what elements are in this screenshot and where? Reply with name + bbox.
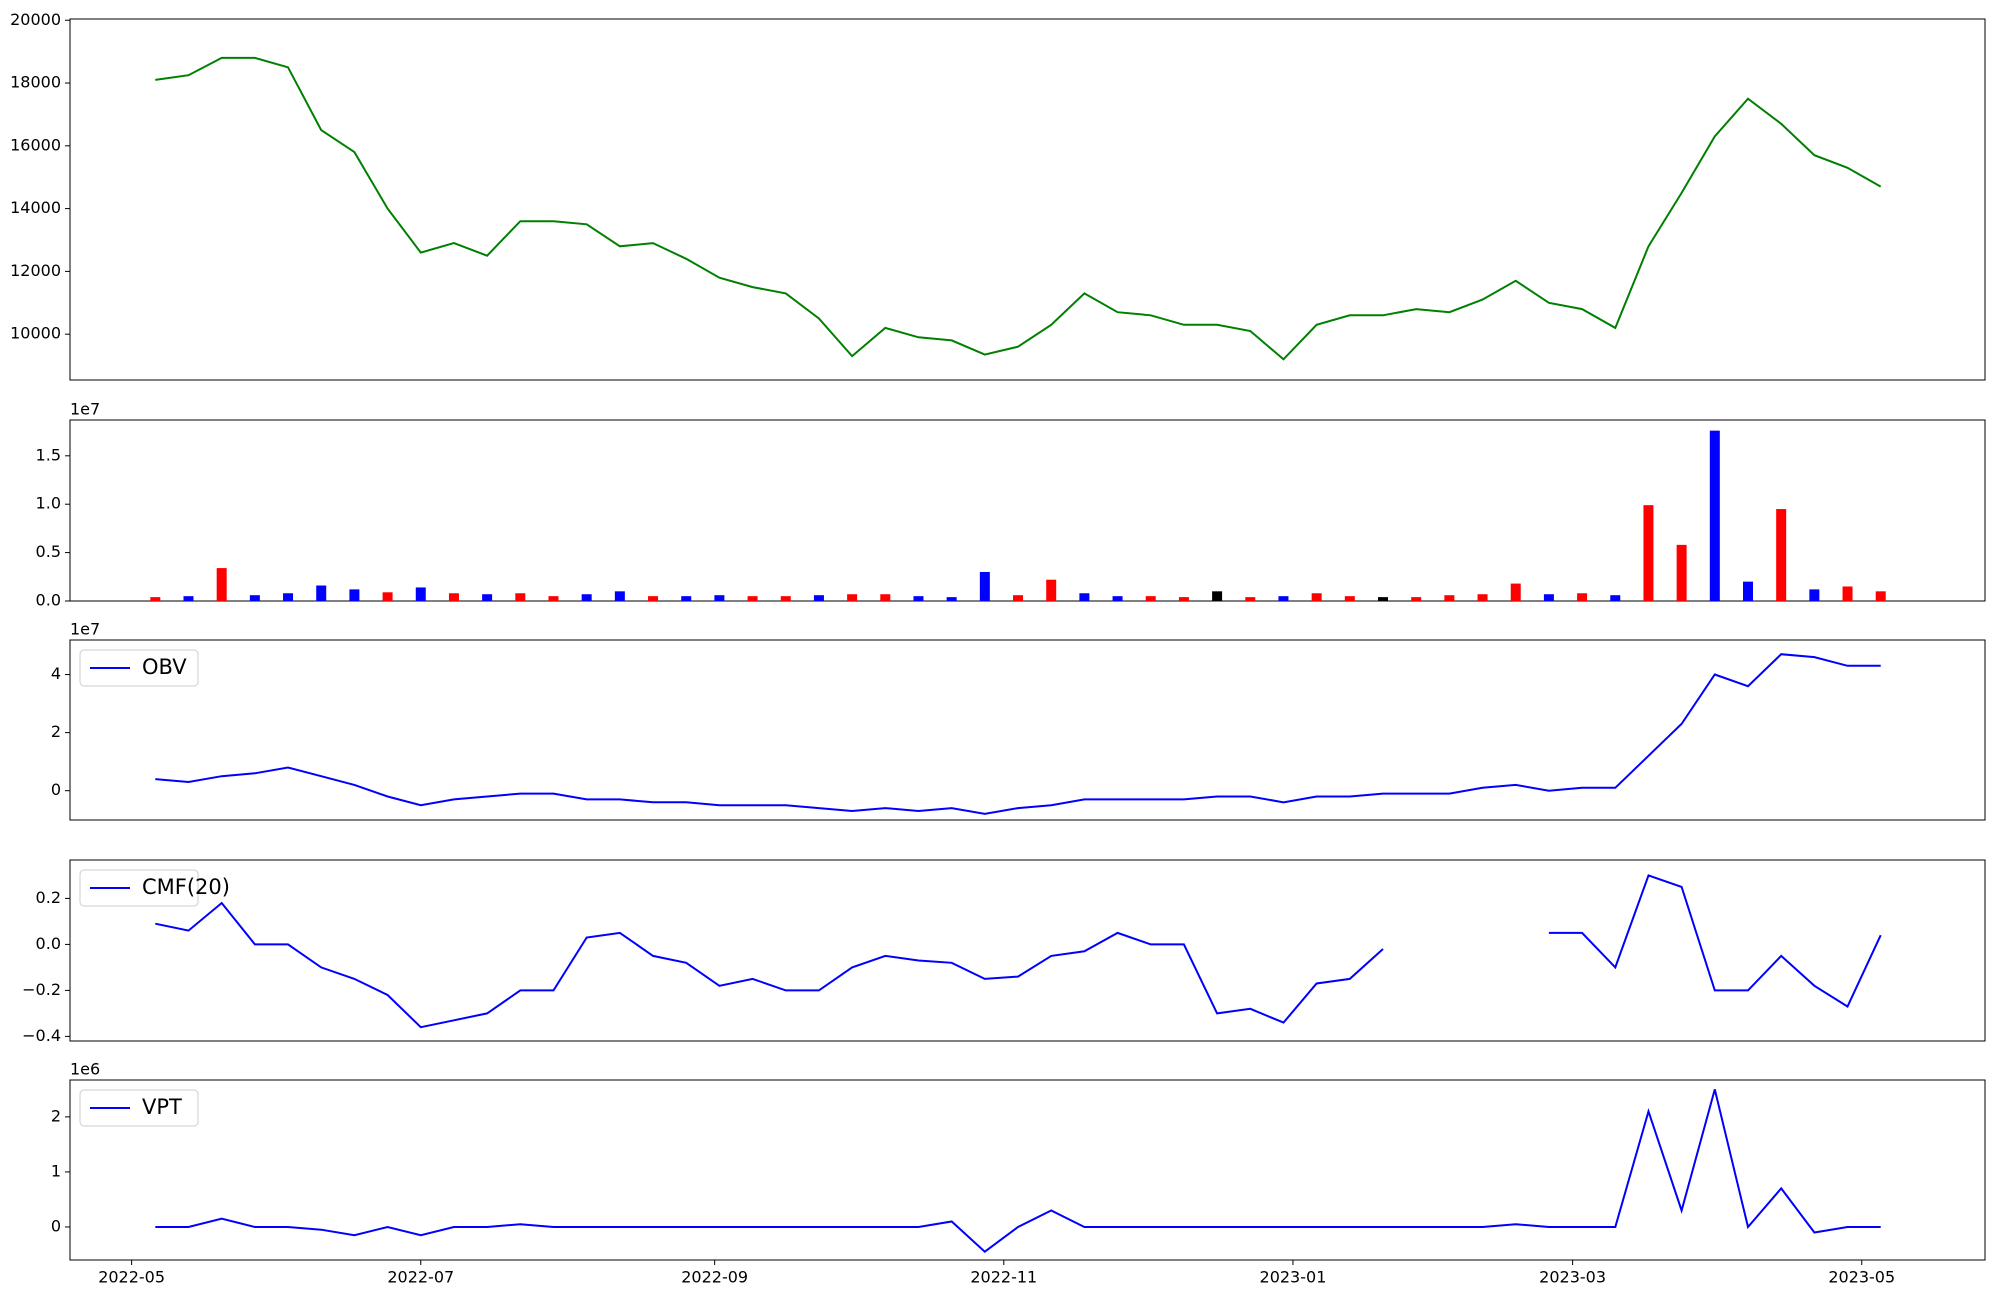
x-tick-label: 2022-07 [387,1268,454,1287]
volume-bar [183,596,194,601]
y-tick-label: 14000 [10,198,61,217]
legend-box [79,869,199,907]
volume-bar [648,596,659,601]
volume-bar [714,595,725,601]
volume-bar [150,597,161,601]
volume-bar [1543,594,1554,601]
volume-bar [1477,594,1488,601]
volume-bar [1245,597,1256,601]
x-tick-label: 2022-09 [681,1268,748,1287]
line-series [155,653,1881,815]
y-tick-label: 10000 [10,324,61,343]
plot-frame [69,18,1986,381]
x-tick-label: 2022-05 [98,1268,165,1287]
volume-bar [1610,595,1621,601]
line-series [155,1089,1881,1253]
x-tick-label: 2022-11 [970,1268,1037,1287]
volume-bar [249,595,260,601]
volume-bar [913,596,924,601]
y-tick-label: 0.2 [36,888,61,907]
y-tick-label: 0 [51,1216,61,1235]
volume-bar [1875,591,1886,601]
line-series [155,56,1882,361]
line-series [155,874,1882,1029]
axis-offset-label: 1e7 [70,620,100,639]
volume-bar [1742,581,1753,601]
volume-bar [448,593,459,601]
axis-offset-label: 1e6 [70,1060,100,1079]
y-tick-label: 1.0 [36,494,61,513]
volume-bar [216,568,227,601]
volume-bar [1776,509,1787,601]
volume-bar [880,594,891,601]
volume-bar [1411,597,1422,601]
plot-frame [69,859,1986,1042]
volume-bar [382,592,393,601]
y-tick-label: 0 [51,780,61,799]
volume-bar [681,596,692,601]
y-tick-label: 18000 [10,73,61,92]
volume-bar [316,585,327,601]
axis-offset-label: 1e7 [70,400,100,419]
volume-bar [1577,593,1588,601]
volume-bar [1809,589,1820,601]
volume-bar [614,591,625,601]
volume-bar [1643,505,1654,601]
x-tick-label: 2023-01 [1260,1268,1327,1287]
volume-bar [979,571,990,601]
volume-bar [1444,595,1455,601]
y-tick-label: 12000 [10,261,61,280]
volume-bar [482,594,493,601]
y-tick-label: 4 [51,664,61,683]
y-tick-label: 16000 [10,135,61,154]
volume-bar [1311,593,1322,601]
legend-box [79,1089,199,1127]
volume-bar [1212,591,1223,601]
volume-bar [283,593,294,601]
x-tick-label: 2023-05 [1828,1268,1895,1287]
legend-box [79,649,199,687]
x-tick-label: 2023-03 [1539,1268,1606,1287]
volume-bar [581,594,592,601]
volume-bar [1013,595,1024,601]
volume-bar [780,596,791,601]
volume-bar [847,594,858,601]
volume-bar [1676,544,1687,601]
volume-bar [1112,596,1123,601]
y-tick-label: 1 [51,1161,61,1180]
volume-bar [349,589,360,601]
volume-bar [415,587,426,601]
volume-bar [813,595,824,601]
y-tick-label: 2 [51,722,61,741]
volume-bar [1378,597,1389,601]
volume-bar [1046,579,1057,601]
volume-bar [1344,596,1355,601]
y-tick-label: 20000 [10,10,61,29]
y-tick-label: 0.0 [36,934,61,953]
y-tick-label: 0.0 [36,591,61,610]
volume-bar [1145,596,1156,601]
volume-bar [1079,593,1090,601]
y-tick-label: 2 [51,1106,61,1125]
volume-bar [1709,430,1720,601]
plot-frame [69,419,1986,602]
legend-label: OBV [142,655,187,679]
volume-bar [1178,597,1189,601]
volume-bar [548,596,559,601]
volume-bar [1842,586,1853,601]
legend-label: VPT [142,1095,182,1119]
y-tick-label: 1.5 [36,445,61,464]
volume-bar [1278,596,1289,601]
volume-bar [515,593,526,601]
y-tick-label: −0.2 [22,980,61,999]
y-tick-label: −0.4 [22,1026,61,1045]
plot-frame [69,1079,1986,1261]
y-tick-label: 0.5 [36,542,61,561]
volume-bar [747,596,758,601]
legend-label: CMF(20) [142,875,230,899]
plot-frame [69,639,1986,821]
volume-bar [1510,583,1521,601]
volume-bar [946,597,957,601]
